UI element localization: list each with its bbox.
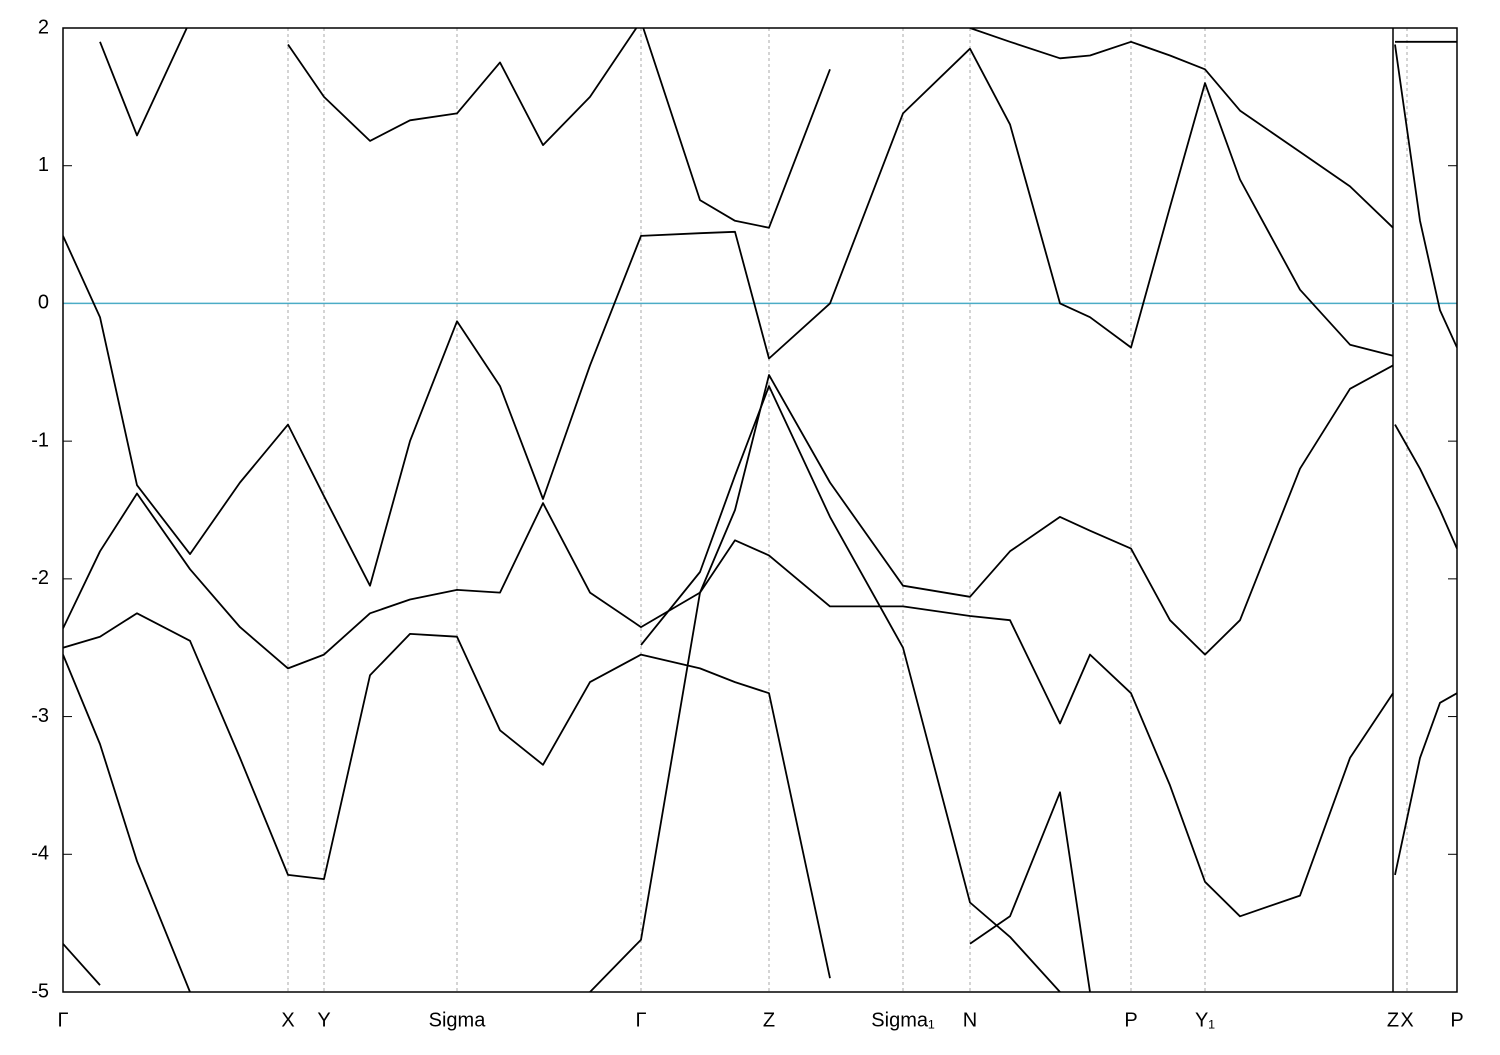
band-line <box>287 28 638 146</box>
x-tick-label: Γ <box>57 1009 68 1031</box>
x-tick-label: Z <box>763 1009 775 1031</box>
band-line <box>63 44 1457 587</box>
x-tick-label: P <box>1450 1009 1463 1031</box>
y-tick-label: -1 <box>31 429 49 451</box>
y-tick-label: -5 <box>31 980 49 1002</box>
x-tick-label: Sigma₁ <box>871 1009 935 1031</box>
y-tick-label: -4 <box>31 843 49 865</box>
band-line <box>63 364 1457 670</box>
x-tick-label: Sigma <box>429 1009 487 1031</box>
band-line <box>63 654 191 992</box>
band-line <box>642 28 831 229</box>
x-tick-label: Γ <box>635 1009 646 1031</box>
band-line <box>969 28 1457 229</box>
x-tick-label: P <box>1124 1009 1137 1031</box>
y-tick-label: 0 <box>38 292 49 314</box>
y-tick-label: 1 <box>38 154 49 176</box>
x-tick-label: Y₁ <box>1195 1009 1215 1031</box>
band-line <box>63 612 831 979</box>
band-line <box>589 539 1457 992</box>
band-line <box>63 943 101 986</box>
bands <box>63 28 1457 992</box>
y-tick-label: -3 <box>31 705 49 727</box>
x-tick-label: Z <box>1387 1009 1399 1031</box>
plot-frame <box>62 27 1458 993</box>
band-line <box>99 28 188 137</box>
y-tick-label: -2 <box>31 567 49 589</box>
x-tick-label: Y <box>317 1009 330 1031</box>
band-line <box>969 791 1091 992</box>
x-tick-label: N <box>963 1009 977 1031</box>
x-tick-label: X <box>281 1009 294 1031</box>
x-tick-label: X <box>1400 1009 1413 1031</box>
y-tick-label: 2 <box>38 16 49 38</box>
